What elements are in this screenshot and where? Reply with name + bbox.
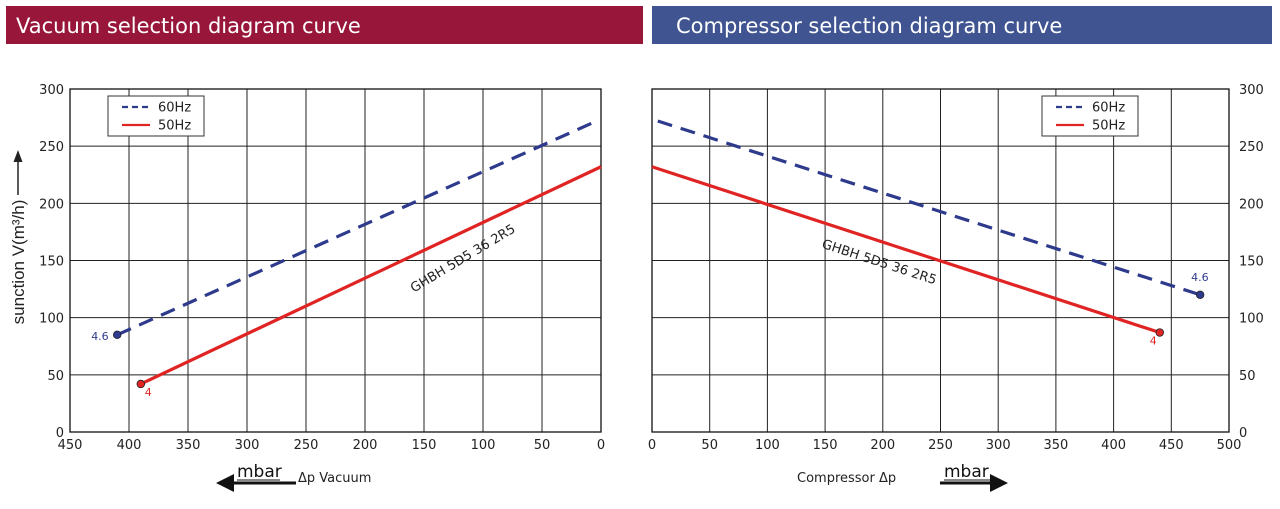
series-endpoint-marker (112, 330, 122, 340)
x-tick-label: 400 (117, 438, 142, 453)
compressor-chart-banner: Compressor selection diagram curve (652, 6, 1272, 44)
series-endpoint-marker (136, 379, 145, 389)
x-tick-label: 200 (870, 438, 895, 453)
compressor-x-caption: Compressor Δp mbar (797, 462, 1008, 492)
series-end-label: 4 (1150, 335, 1157, 348)
series-end-label: 4.6 (1191, 271, 1209, 284)
y-tick-label: 150 (39, 255, 64, 270)
legend-label: 50Hz (1092, 119, 1125, 134)
y-tick-label: 0 (1239, 426, 1247, 441)
legend-box (107, 95, 205, 137)
legend-label: 50Hz (158, 119, 191, 134)
legend-label: 60Hz (158, 101, 191, 116)
compressor-unit-label: mbar (944, 462, 989, 482)
legend-label: 60Hz (1092, 101, 1125, 116)
y-tick-label: 150 (1239, 255, 1264, 270)
series-line-60Hz (116, 121, 593, 337)
x-tick-label: 150 (412, 438, 437, 453)
series-endpoint-marker (1155, 328, 1164, 337)
compressor-chart: 0 50 100 150 200 250 300 350 400 450 5000501001502… (648, 83, 1264, 453)
x-tick-label: 500 (1217, 438, 1242, 453)
series-line-50Hz (140, 165, 602, 386)
x-tick-label: 450 (1159, 438, 1184, 453)
y-tick-label: 300 (1239, 83, 1264, 98)
y-tick-label: 0 (56, 426, 64, 441)
left-arrow-icon (216, 474, 234, 492)
x-tick-label: 250 (294, 438, 319, 453)
right-arrow-icon (990, 474, 1008, 492)
x-tick-label: 0 (648, 438, 656, 453)
x-tick-label: 150 (813, 438, 838, 453)
x-tick-label: 300 (986, 438, 1011, 453)
series-line-60Hz (657, 119, 1201, 297)
compressor-x-label: Compressor Δp (797, 471, 896, 486)
y-tick-label: 50 (1239, 369, 1256, 384)
x-tick-label: 250 (928, 438, 953, 453)
x-tick-label: 450 (58, 438, 83, 453)
y-tick-label: 250 (39, 140, 64, 155)
series-end-label: 4 (145, 386, 152, 399)
y-axis-label: sunction V(m³/h) (9, 200, 28, 325)
series-end-label: 4.6 (91, 330, 109, 343)
vacuum-chart-banner: Vacuum selection diagram curve (6, 6, 643, 44)
plot-frame (69, 88, 602, 433)
x-tick-label: 100 (471, 438, 496, 453)
y-tick-label: 100 (39, 312, 64, 327)
legend-box (1041, 95, 1139, 137)
vacuum-x-label: Δp Vacuum (298, 471, 371, 486)
model-annotation: GHBH 5D5 36 2R5 (820, 237, 938, 288)
y-tick-label: 50 (47, 369, 64, 384)
y-tick-label: 250 (1239, 140, 1264, 155)
y-tick-label: 200 (1239, 197, 1264, 212)
x-tick-label: 0 (597, 438, 605, 453)
y-tick-label: 200 (39, 197, 64, 212)
x-tick-label: 200 (353, 438, 378, 453)
y-tick-label: 300 (39, 83, 64, 98)
vacuum-chart: 450 400 350 300 250 200 150 100 50 0 0 50 100 150 200 2… (39, 83, 605, 453)
x-tick-label: 400 (1101, 438, 1126, 453)
x-tick-label: 50 (701, 438, 718, 453)
x-tick-label: 350 (1043, 438, 1068, 453)
series-line-50Hz (651, 165, 1161, 335)
y-axis-arrow (13, 150, 23, 195)
x-tick-label: 50 (534, 438, 551, 453)
x-tick-label: 300 (235, 438, 260, 453)
series-endpoint-marker (1195, 290, 1205, 299)
x-tick-label: 100 (755, 438, 780, 453)
y-tick-label: 100 (1239, 312, 1264, 327)
plot-frame (651, 88, 1230, 433)
vacuum-x-caption: mbar Δp Vacuum (216, 462, 371, 492)
vacuum-unit-label: mbar (237, 462, 282, 482)
x-tick-label: 350 (176, 438, 201, 453)
